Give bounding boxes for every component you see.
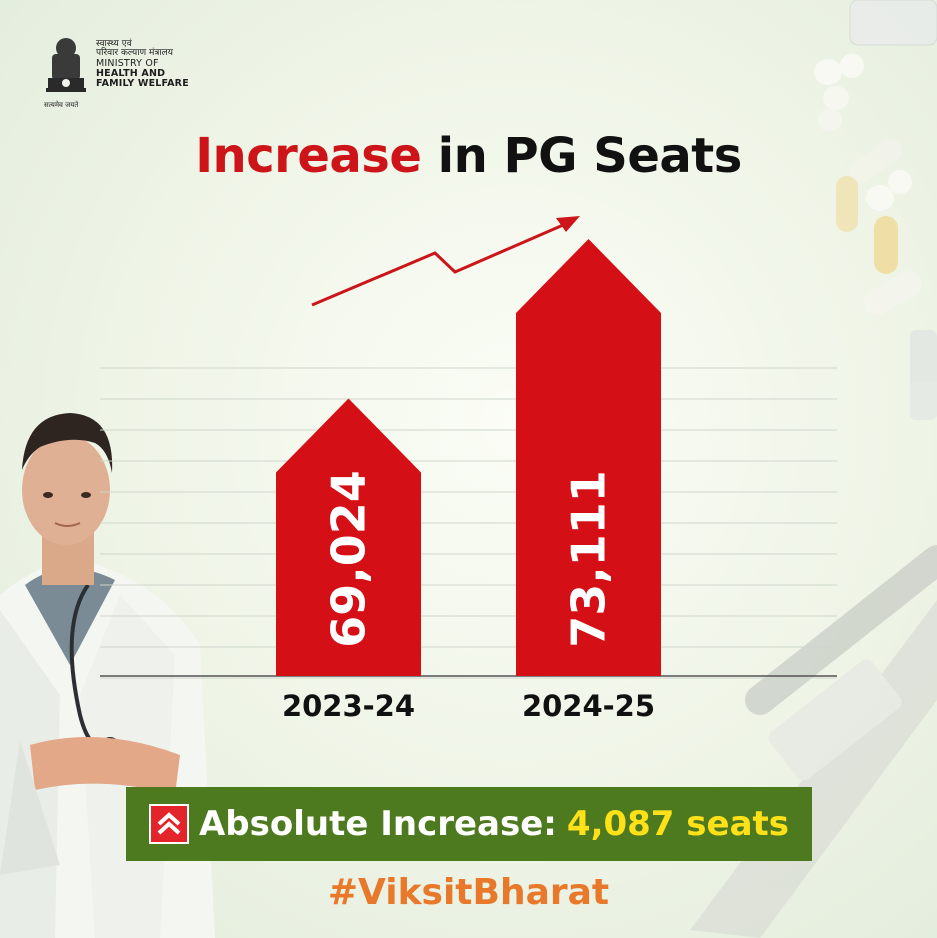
bar-value-label: 69,024 [322,470,376,648]
ministry-motto: सत्यमेव जयते [44,101,79,109]
ministry-hindi-line-2: परिवार कल्याण मंत्रालय [96,48,173,59]
title-rest: in PG Seats [421,128,743,184]
ministry-english-line-3: FAMILY WELFARE [96,77,189,89]
double-chevron-up-icon [148,804,189,844]
ministry-hindi-line-1: स्वास्थ्य एवं [96,39,132,49]
page-title: Increase in PG Seats [0,128,937,184]
banner-label: Absolute Increase: [198,804,557,844]
trend-arrow-icon [311,220,571,307]
category-label: 2023-24 [282,689,415,723]
hashtag: #ViksitBharat [327,872,610,913]
ashoka-emblem-logo [46,38,86,92]
bar-2024-25 [516,239,661,676]
ministry-name: स्वास्थ्य एवं परिवार कल्याण मंत्रालय MIN… [44,39,189,109]
trend-arrow-head-icon [556,216,580,232]
title-highlight: Increase [195,128,422,184]
ministry-english-line-1: MINISTRY OF [96,57,159,69]
bar-2023-24 [276,398,421,676]
ministry-english-line-2: HEALTH AND [96,67,166,79]
category-label: 2024-25 [522,689,655,723]
bar-value-label: 73,111 [562,470,616,648]
banner-value: 4,087 seats [566,804,790,844]
absolute-increase-banner: Absolute Increase: 4,087 seats [126,787,812,861]
